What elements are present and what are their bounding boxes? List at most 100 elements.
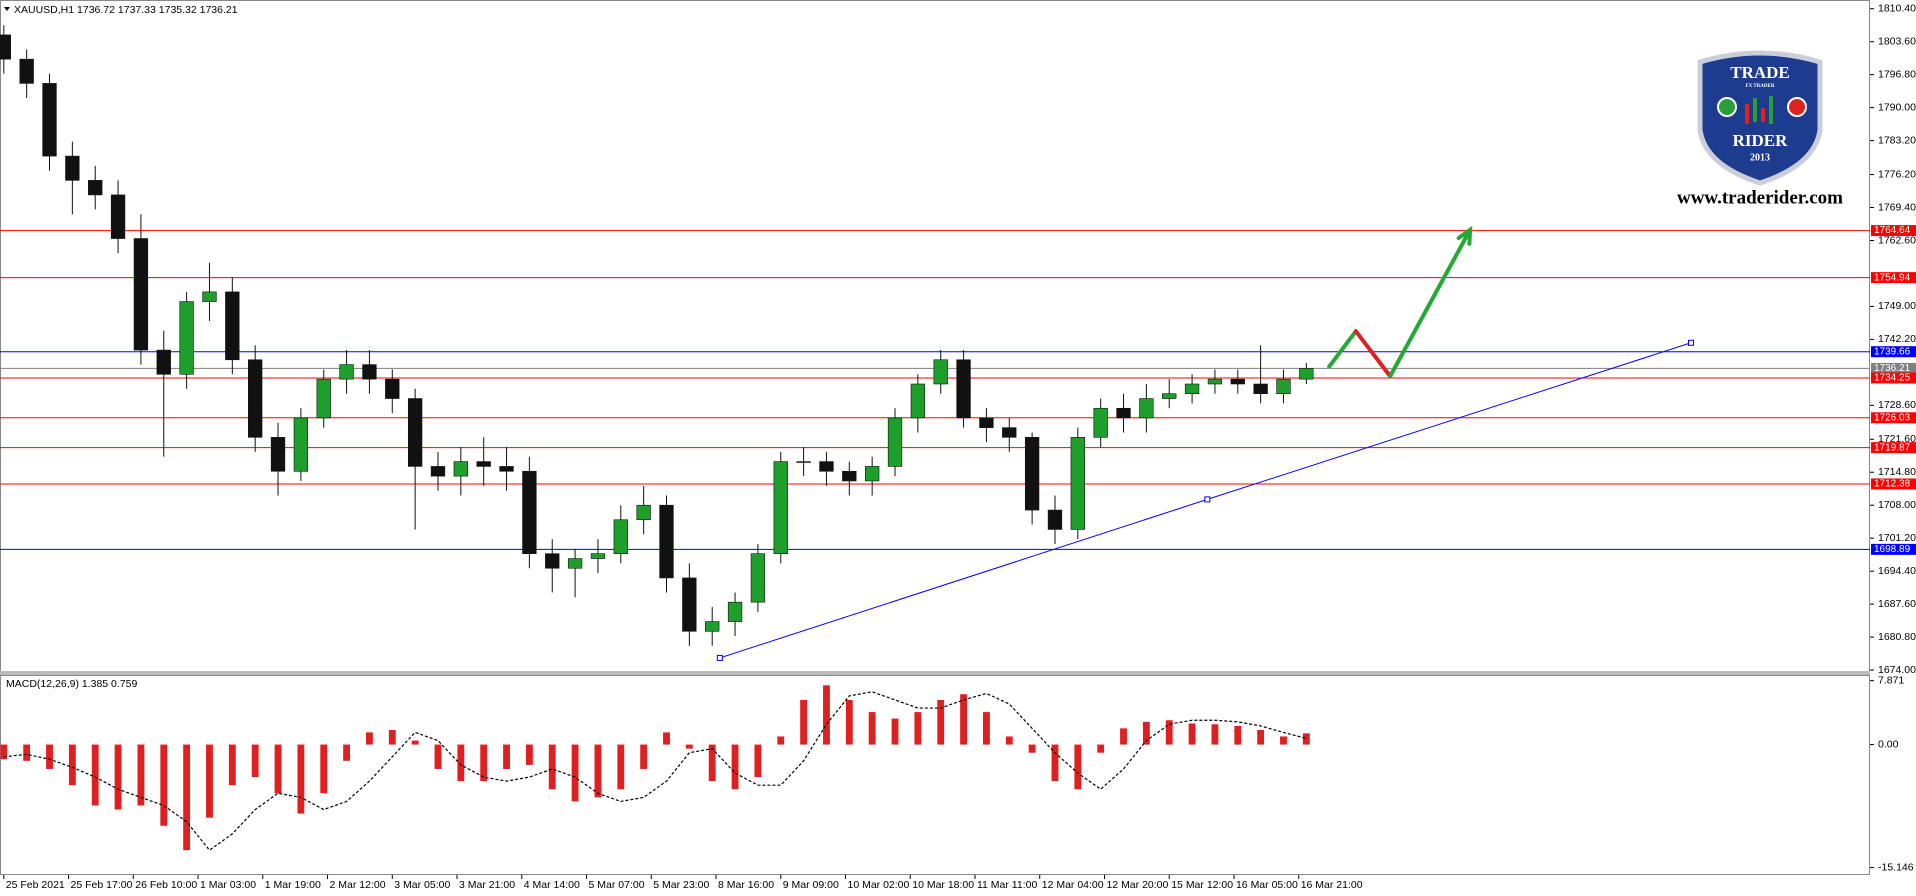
x-tick-label: 25 Feb 17:00	[71, 879, 133, 891]
x-tick-label: 16 Mar 21:00	[1301, 879, 1363, 891]
level-label-bg	[1871, 372, 1916, 384]
x-tick-label: 3 Mar 05:00	[394, 879, 450, 891]
y-tick-label: 1790.00	[1878, 101, 1916, 113]
y-tick-label: 1776.20	[1878, 168, 1916, 180]
macd-bar	[206, 744, 213, 818]
logo-year: 2013	[1750, 152, 1770, 163]
candle-body	[636, 504, 651, 521]
macd-bar	[1280, 736, 1287, 745]
macd-bar	[777, 736, 785, 745]
macd-bar	[320, 744, 328, 794]
plot-layer: 1810.40 1803.60 1796.80 1790.00 1783.20 1776.…	[0, 3, 1916, 891]
y-tick-label: -15.146	[1878, 861, 1914, 873]
x-tick-label: 10 Mar 02:00	[847, 879, 909, 891]
macd-bar	[663, 732, 670, 745]
level-label: 1712.38	[1874, 479, 1911, 490]
candle-body	[773, 461, 788, 554]
candle-body	[1116, 407, 1131, 419]
y-tick-label: 1687.60	[1878, 598, 1916, 610]
x-tick-label: 1 Mar 03:00	[200, 879, 256, 891]
candle-body	[1299, 368, 1314, 380]
level-label: 1754.94	[1874, 272, 1911, 283]
level-label: 1698.89	[1874, 544, 1911, 555]
macd-bar	[845, 699, 853, 745]
macd-bar	[1028, 744, 1036, 753]
projection-segment	[1388, 227, 1473, 379]
macd-bar	[868, 712, 876, 745]
y-tick-label: 1749.00	[1878, 300, 1916, 312]
macd-bar	[1097, 744, 1105, 753]
macd-bar	[1234, 725, 1242, 745]
macd-bar	[617, 744, 625, 790]
x-tick-label: 12 Mar 04:00	[1042, 879, 1104, 891]
projection-segment	[1353, 329, 1393, 379]
candle-body	[887, 417, 903, 467]
candle-body	[1047, 509, 1063, 530]
macd-bar	[1257, 729, 1265, 745]
candle-body	[65, 155, 80, 181]
logo-shield	[1697, 50, 1823, 186]
x-tick-label: 25 Feb 2021	[6, 879, 65, 891]
level-label-bg	[1871, 543, 1916, 555]
candle-body	[248, 359, 263, 438]
y-tick-label: 1810.40	[1878, 3, 1916, 15]
candle-body	[202, 291, 217, 302]
candle-body	[1070, 437, 1085, 530]
candle-body	[362, 364, 377, 380]
y-tick-label: 1680.80	[1878, 631, 1916, 643]
logo-candle	[1761, 108, 1765, 122]
macd-bar	[1051, 744, 1059, 782]
macd-bar	[114, 744, 122, 810]
macd-bar	[91, 744, 99, 806]
macd-bar	[708, 744, 716, 782]
candle-body	[1230, 378, 1245, 385]
candle-body	[979, 417, 994, 428]
level-label-bg	[1871, 478, 1916, 490]
level-label: 1719.87	[1874, 442, 1911, 453]
chart-title: XAUUSD,H1 1736.72 1737.33 1735.32 1736.2…	[14, 4, 238, 16]
candle-body	[933, 359, 948, 385]
macd-bar	[23, 744, 31, 761]
level-label-bg	[1871, 225, 1916, 237]
macd-bar	[960, 694, 967, 745]
level-label: 1739.66	[1874, 346, 1911, 357]
y-tick-label: 1728.60	[1878, 399, 1916, 411]
signal-line	[3, 691, 1307, 851]
level-label-bg	[1871, 346, 1916, 358]
macd-bar	[640, 744, 648, 769]
macd-bar	[457, 744, 465, 782]
candle-body	[225, 291, 240, 361]
candle-body	[659, 504, 674, 579]
x-tick-label: 10 Mar 18:00	[912, 879, 974, 891]
x-tick-label: 9 Mar 09:00	[783, 879, 839, 891]
macd-bar	[982, 712, 990, 745]
macd-bar	[594, 744, 602, 798]
logo-top: TRADE	[1730, 63, 1790, 82]
macd-bar	[411, 740, 419, 745]
candle-body	[727, 601, 743, 622]
y-tick-label: 1783.20	[1878, 134, 1916, 146]
x-tick-label: 16 Mar 05:00	[1236, 879, 1298, 891]
candle-body	[316, 378, 331, 419]
candle-body	[88, 180, 103, 196]
macd-bar	[251, 744, 259, 778]
logo-candle	[1753, 98, 1757, 122]
macd-bar	[434, 744, 442, 769]
level-label: 1734.25	[1874, 373, 1911, 384]
x-tick-label: 15 Mar 12:00	[1171, 879, 1233, 891]
y-tick-label: 1674.00	[1878, 664, 1916, 676]
macd-bar	[1120, 728, 1127, 745]
candle-body	[819, 461, 834, 472]
x-tick-label: 1 Mar 19:00	[265, 879, 321, 891]
candle-body	[522, 470, 537, 554]
y-tick-label: 7.871	[1878, 674, 1904, 686]
y-tick-label: 1762.60	[1878, 234, 1916, 246]
logo-candle	[1745, 104, 1749, 124]
candle-body	[750, 553, 766, 603]
trendline-handle	[1204, 496, 1211, 503]
x-tick-label: 2 Mar 12:00	[330, 879, 386, 891]
macd-bar	[1142, 721, 1150, 745]
candle-body	[270, 437, 286, 472]
macd-bar	[571, 744, 579, 802]
